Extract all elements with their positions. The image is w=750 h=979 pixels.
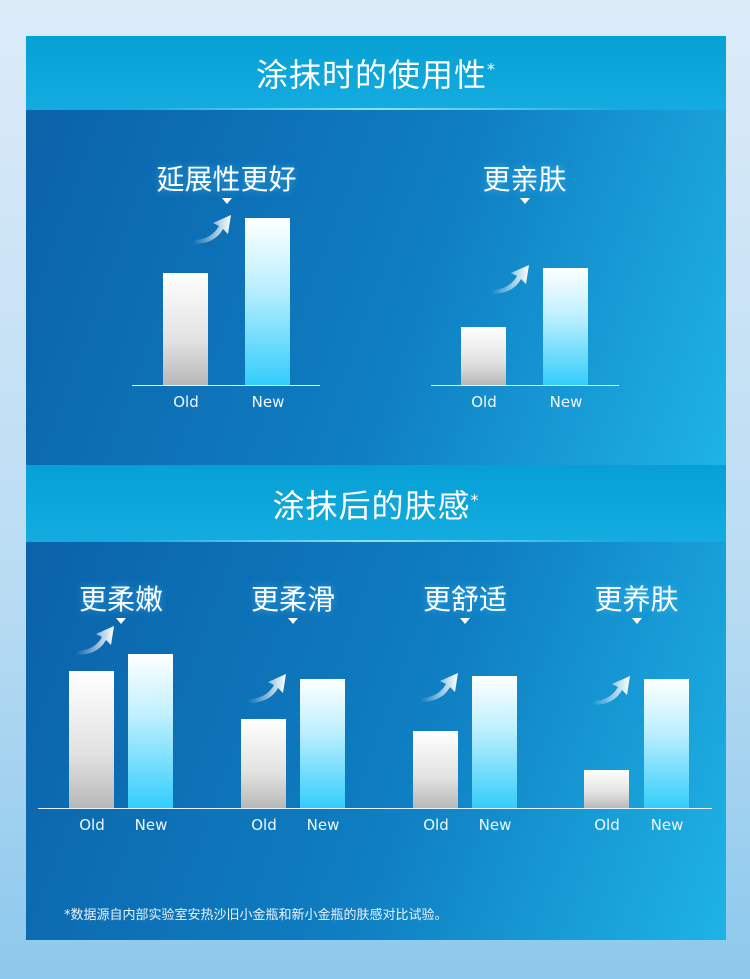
bar-new: [472, 676, 517, 808]
bar-old: [241, 719, 286, 808]
section-title: 涂抹后的肤感*: [272, 486, 480, 525]
chart-baseline: [132, 385, 320, 386]
chart-title: 延展性更好: [156, 163, 297, 196]
triangle-down-icon: [116, 618, 126, 624]
triangle-down-icon: [221, 198, 232, 204]
section-usability: [26, 110, 726, 465]
chart-baseline: [431, 385, 619, 386]
curved-up-arrow-icon: [420, 672, 460, 702]
x-tick-label: New: [251, 393, 285, 411]
triangle-down-icon: [460, 618, 470, 624]
triangle-down-icon: [519, 198, 530, 204]
infographic-panel: 涂抹时的使用性* 涂抹后的肤感* 延展性更好 Old New 更亲肤 Old New 更柔嫩…: [26, 36, 726, 940]
bar-old: [584, 770, 629, 808]
triangle-down-icon: [288, 618, 298, 624]
bar-new: [300, 679, 345, 808]
x-tick-label: New: [549, 393, 583, 411]
x-tick-label: New: [478, 816, 512, 834]
bar-new: [543, 268, 588, 385]
x-tick-label: New: [306, 816, 340, 834]
x-tick-label: Old: [251, 816, 277, 834]
x-tick-label: Old: [594, 816, 620, 834]
x-tick-label: Old: [423, 816, 449, 834]
bar-old: [461, 327, 506, 385]
chart-title: 更亲肤: [482, 163, 567, 196]
chart-title: 更养肤: [594, 583, 679, 616]
chart-title: 更舒适: [422, 583, 507, 616]
curved-up-arrow-icon: [248, 673, 288, 703]
x-tick-label: Old: [173, 393, 199, 411]
section-header-skinfeel: 涂抹后的肤感*: [26, 465, 726, 542]
x-tick-label: New: [134, 816, 168, 834]
footnote: *数据源自内部实验室安热沙旧小金瓶和新小金瓶的肤感对比试验。: [64, 908, 448, 923]
curved-up-arrow-icon: [76, 625, 116, 655]
chart-title: 更柔嫩: [78, 583, 163, 616]
bar-old: [413, 731, 458, 808]
chart-baseline: [210, 808, 382, 809]
x-tick-label: Old: [79, 816, 105, 834]
curved-up-arrow-icon: [193, 214, 233, 244]
chart-baseline: [554, 808, 712, 809]
triangle-down-icon: [631, 618, 642, 624]
bar-old: [163, 273, 208, 385]
bar-new: [128, 654, 173, 808]
curved-up-arrow-icon: [592, 675, 632, 705]
chart-title: 更柔滑: [250, 583, 335, 616]
curved-up-arrow-icon: [491, 264, 531, 294]
bar-new: [245, 218, 290, 385]
bar-old: [69, 671, 114, 808]
section-header-usability: 涂抹时的使用性*: [26, 36, 726, 110]
bar-new: [644, 679, 689, 808]
x-tick-label: Old: [471, 393, 497, 411]
chart-baseline: [38, 808, 210, 809]
chart-baseline: [382, 808, 554, 809]
section-title: 涂抹时的使用性*: [255, 56, 496, 94]
x-tick-label: New: [650, 816, 684, 834]
